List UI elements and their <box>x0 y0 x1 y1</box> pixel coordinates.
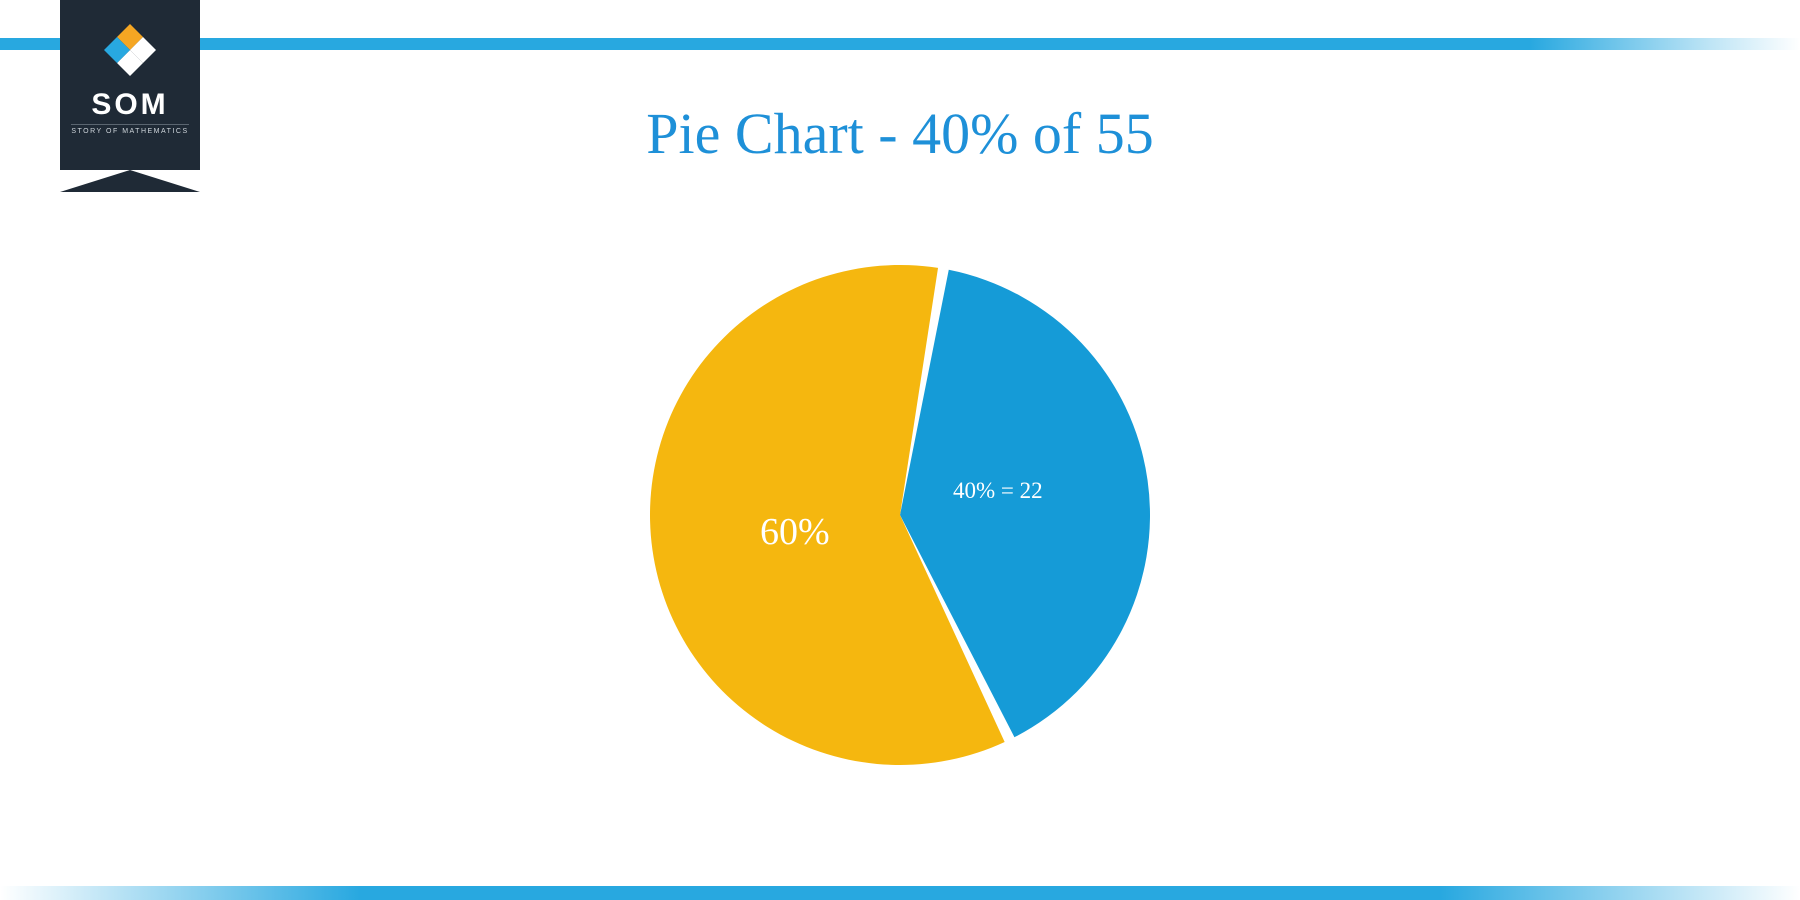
chart-title: Pie Chart - 40% of 55 <box>0 100 1800 167</box>
brand-logo-icon <box>102 22 158 78</box>
top-accent-bar <box>0 38 1800 50</box>
pie-chart: 60% 40% = 22 <box>640 255 1160 775</box>
bottom-accent-bar <box>0 886 1800 900</box>
